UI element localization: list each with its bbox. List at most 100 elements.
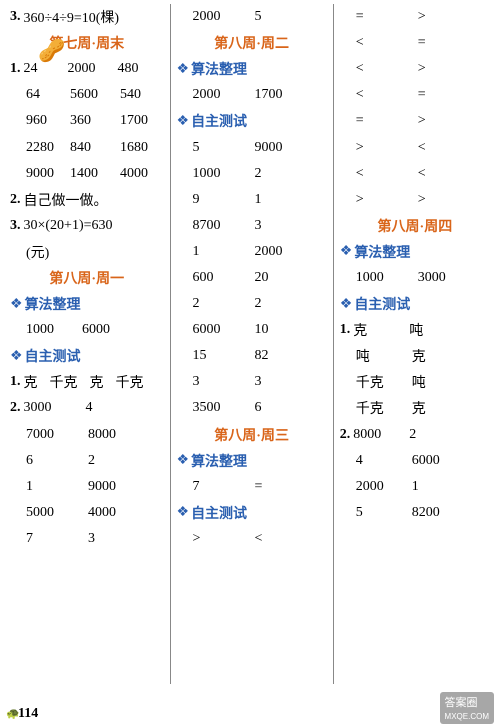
answer-value: 5: [255, 9, 305, 25]
answer-row: 19000: [10, 474, 164, 500]
answer-value: 4: [86, 400, 136, 416]
section-title: 第八周·周一: [10, 265, 164, 291]
answer-value: 6: [255, 400, 305, 416]
answer-value: 1: [412, 479, 462, 495]
answer-row: 10002: [177, 161, 327, 187]
answer-row: 91: [177, 187, 327, 213]
answer-value: 1400: [70, 166, 120, 182]
answer-value: 2: [193, 296, 255, 312]
answer-value: 7: [193, 479, 255, 495]
subsection-label: 算法整理: [191, 451, 247, 471]
question-number: 1.: [340, 322, 351, 338]
answer-value: 9000: [88, 479, 138, 495]
answer-value: 吨: [412, 372, 452, 392]
answer-value: 6000: [193, 322, 255, 338]
answer-value: 1000: [193, 166, 255, 182]
answer-value: 64: [26, 87, 70, 103]
answer-value: 8000: [88, 427, 138, 443]
answer-value: 2280: [26, 140, 70, 156]
answer-row: 46000: [340, 448, 490, 474]
answer-value: 3: [193, 374, 255, 390]
answer-value: 1680: [120, 140, 160, 156]
answer-row: 2.80002: [340, 422, 490, 448]
answer-value: <: [418, 140, 468, 156]
diamond-icon: ❖: [10, 296, 23, 313]
answer-value: >: [418, 192, 468, 208]
answer-row: 22808401680: [10, 134, 164, 160]
question-number: 2.: [10, 400, 21, 416]
answer-row: <=: [340, 82, 490, 108]
subsection-title: ❖算法整理: [340, 239, 490, 265]
answer-value: 2: [255, 296, 305, 312]
answer-row: 58200: [340, 500, 490, 526]
answer-value: >: [418, 9, 468, 25]
answer-value: 82: [255, 348, 305, 364]
answer-value: 3000: [24, 400, 86, 416]
answer-value: >: [418, 61, 468, 77]
answer-value: 5: [356, 505, 412, 521]
diamond-icon: ❖: [177, 113, 190, 130]
answer-value: =: [255, 479, 305, 495]
subsection-label: 自主测试: [354, 294, 410, 314]
answer-row: <<: [340, 161, 490, 187]
answer-value: 1: [193, 244, 255, 260]
page-number: 114: [18, 706, 38, 722]
answer-value: 2: [255, 166, 305, 182]
diamond-icon: ❖: [177, 61, 190, 78]
answer-value: 5600: [70, 87, 120, 103]
answer-value: 克: [412, 398, 452, 418]
answer-value: 9000: [255, 140, 305, 156]
watermark-url: MXQE.COM: [445, 712, 489, 721]
answer-value: 10: [255, 322, 305, 338]
answer-row: 7=: [177, 474, 327, 500]
answer-value: 2000: [255, 244, 305, 260]
answer-row: 62: [10, 448, 164, 474]
answer-value: =: [356, 9, 418, 25]
answer-value: 8000: [353, 427, 409, 443]
answer-value: 360÷4÷9=10(棵): [24, 7, 164, 27]
answer-value: >: [356, 192, 418, 208]
answer-value: 自己做一做。: [24, 190, 144, 210]
answer-value: <: [418, 166, 468, 182]
subsection-title: ❖算法整理: [177, 448, 327, 474]
answer-value: >: [418, 113, 468, 129]
answer-value: 3: [255, 374, 305, 390]
answer-value: <: [255, 531, 305, 547]
answer-row: 3.30×(20+1)=630: [10, 213, 164, 239]
subsection-title: ❖自主测试: [10, 343, 164, 369]
answer-value: 吨: [356, 346, 412, 366]
diamond-icon: ❖: [340, 243, 353, 260]
peanut-watermark-icon: 🥜: [38, 38, 65, 64]
column-3: =><=<><==>><<<>>第八周·周四❖算法整理10003000❖自主测试…: [336, 4, 494, 700]
answer-value: 9000: [26, 166, 70, 182]
answer-row: <>: [340, 56, 490, 82]
section-title: 第八周·周四: [340, 213, 490, 239]
answer-row: 10006000: [10, 317, 164, 343]
answer-row: 2.自己做一做。: [10, 187, 164, 213]
answer-row: 10003000: [340, 265, 490, 291]
answer-row: 12000: [177, 239, 327, 265]
answer-value: <: [356, 87, 418, 103]
subsection-label: 算法整理: [354, 242, 410, 262]
answer-value: 千克: [50, 372, 90, 392]
answer-value: 6: [26, 453, 88, 469]
answer-value: 2000: [356, 479, 412, 495]
answer-row: 900014004000: [10, 161, 164, 187]
answer-row: 9603601700: [10, 108, 164, 134]
answer-value: 480: [118, 61, 158, 77]
diamond-icon: ❖: [10, 348, 23, 365]
answer-value: <: [356, 35, 418, 51]
answer-value: 2000: [193, 9, 255, 25]
answer-value: 20: [255, 270, 305, 286]
answer-row: 2.30004: [10, 395, 164, 421]
answer-row: 73: [10, 526, 164, 552]
answer-row: 645600540: [10, 82, 164, 108]
answer-value: 2: [88, 453, 138, 469]
answer-value: 9: [193, 192, 255, 208]
answer-value: (元): [26, 242, 86, 262]
answer-row: >>: [340, 187, 490, 213]
answer-value: 3500: [193, 400, 255, 416]
question-number: 1.: [10, 61, 21, 77]
answer-value: =: [418, 35, 468, 51]
column-separator: [333, 4, 334, 684]
